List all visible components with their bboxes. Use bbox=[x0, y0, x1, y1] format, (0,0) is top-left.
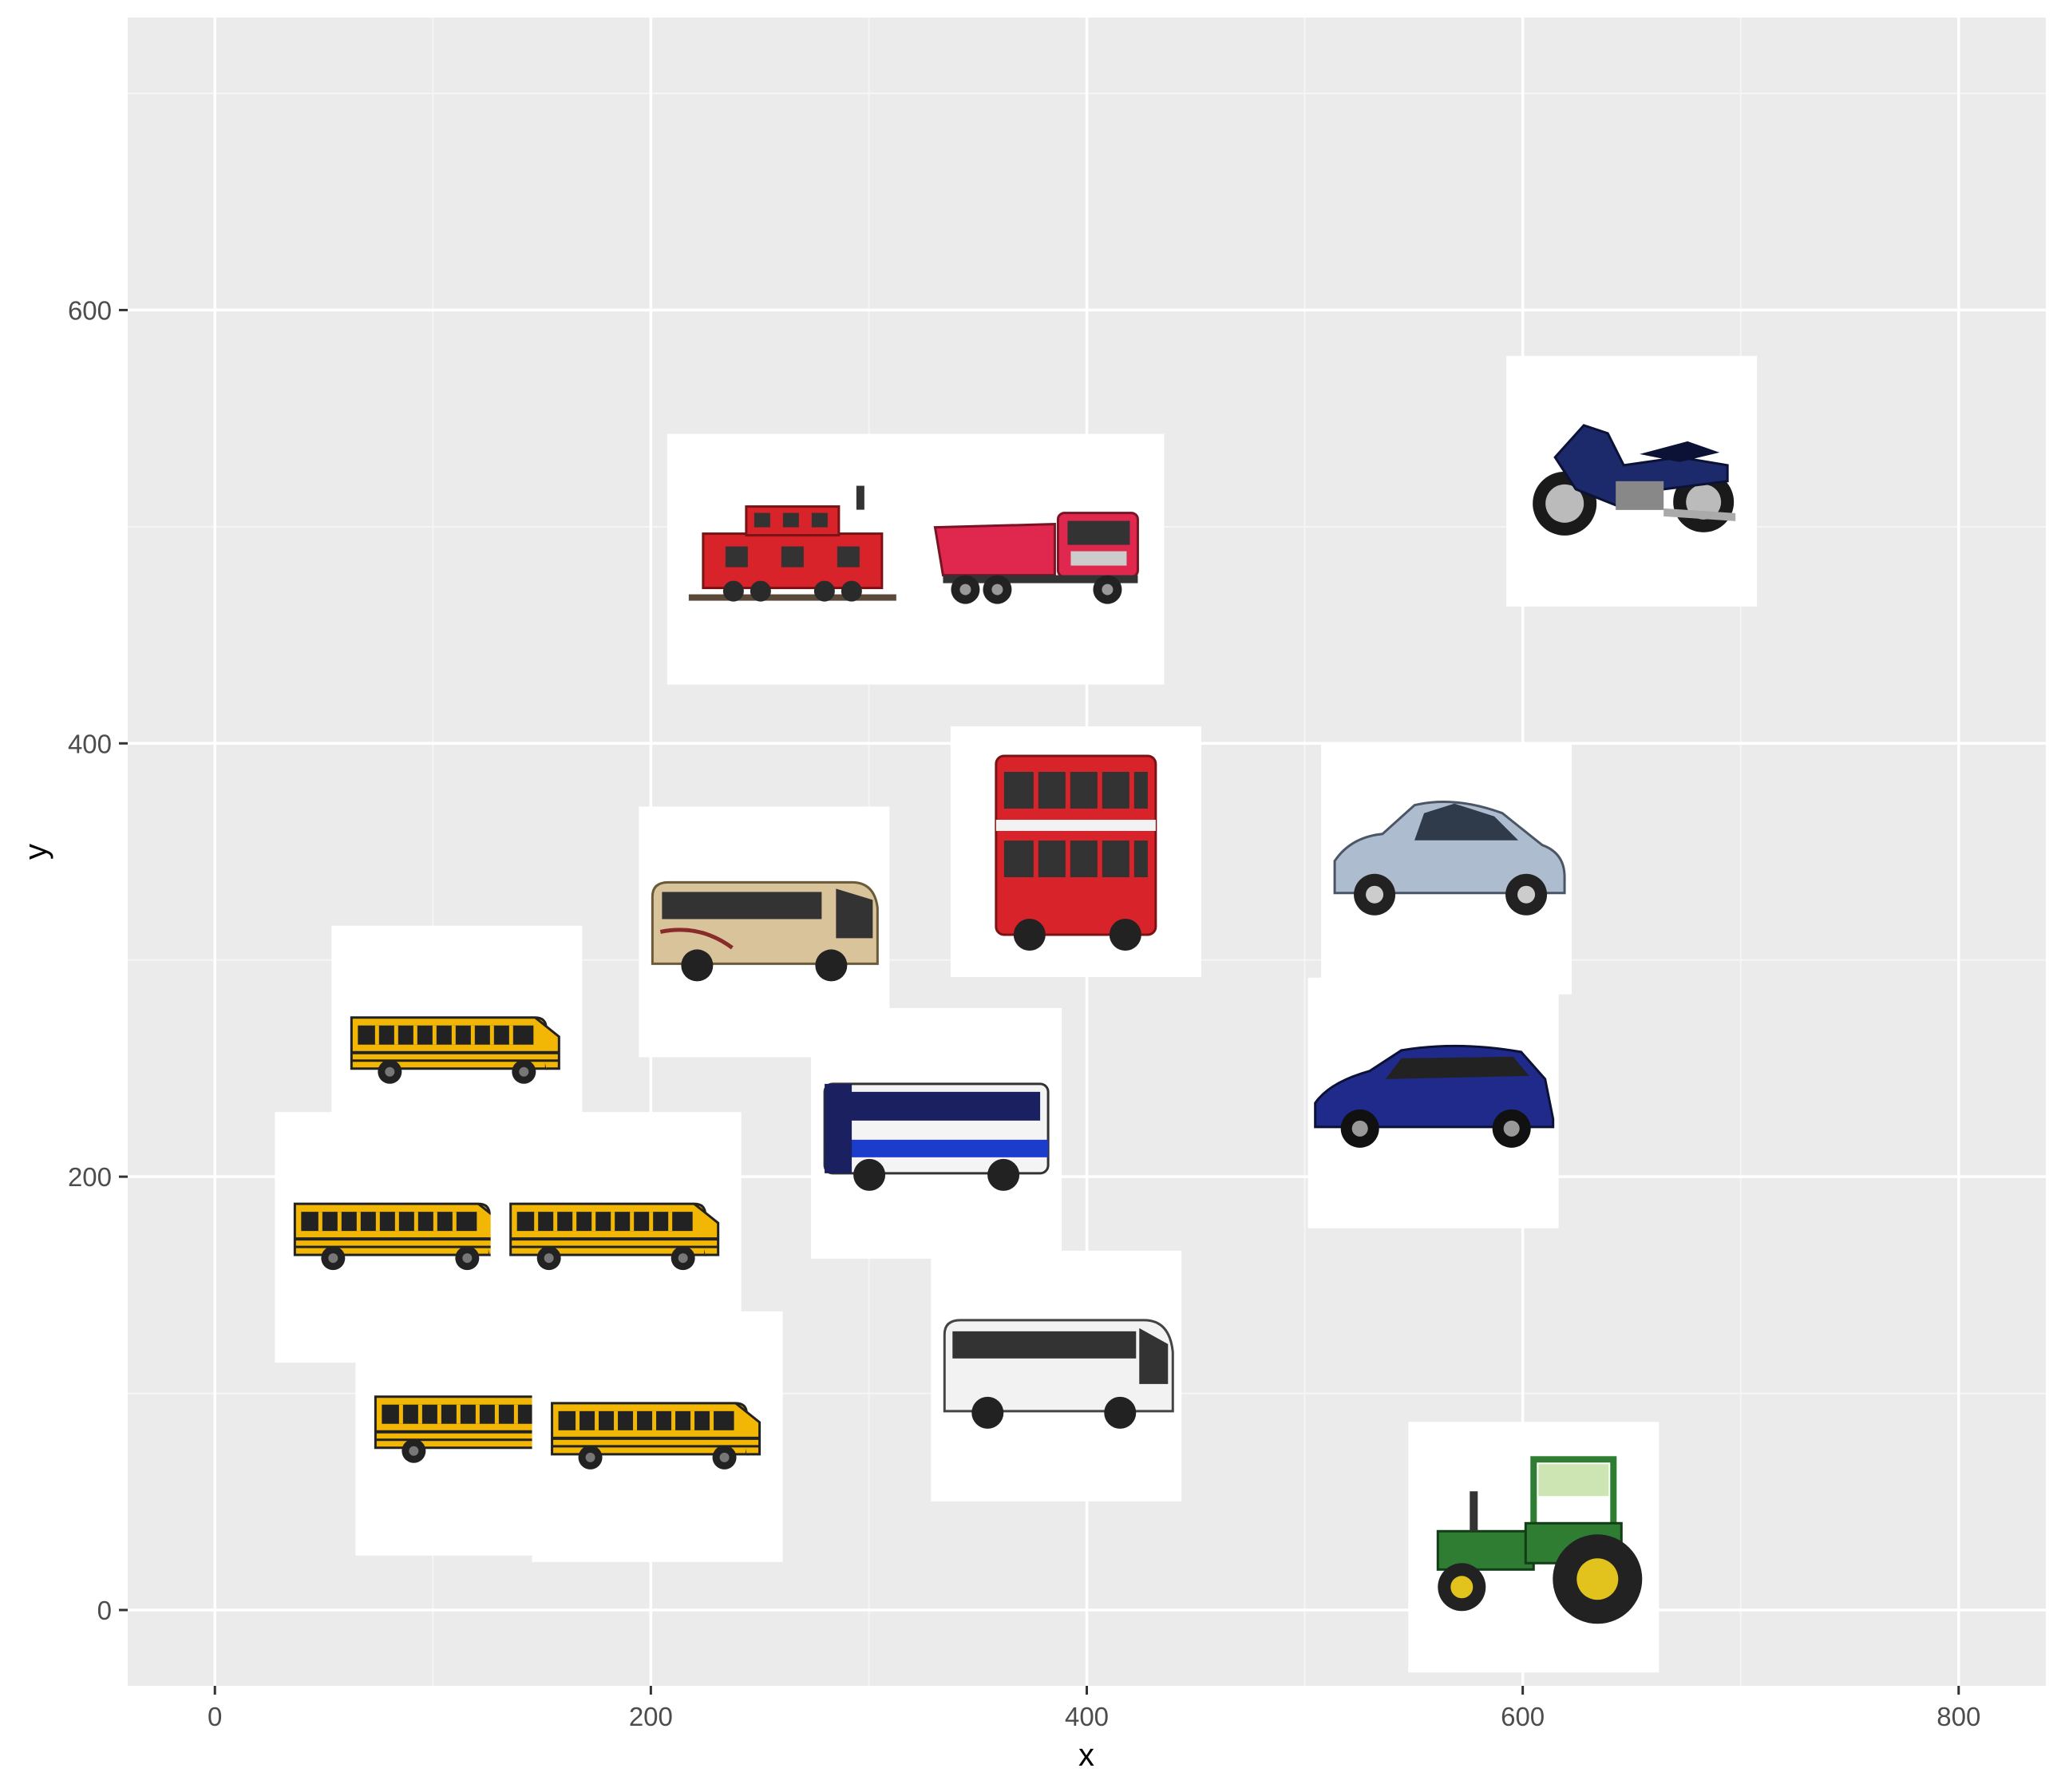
y-tick-label: 0 bbox=[97, 1596, 112, 1625]
x-tick-label: 200 bbox=[629, 1702, 673, 1731]
data-point bbox=[950, 726, 1201, 977]
x-tick-label: 600 bbox=[1501, 1702, 1545, 1731]
x-tick-label: 0 bbox=[208, 1702, 222, 1731]
data-point bbox=[532, 1311, 783, 1562]
x-axis-title: x bbox=[1078, 1738, 1094, 1773]
y-tick-label: 400 bbox=[68, 729, 112, 758]
double-decker-bus-icon bbox=[996, 756, 1156, 951]
y-tick-label: 600 bbox=[68, 295, 112, 325]
data-point bbox=[931, 1250, 1182, 1501]
data-point bbox=[1321, 743, 1572, 995]
data-point bbox=[1307, 977, 1559, 1228]
x-tick-label: 800 bbox=[1936, 1702, 1980, 1731]
data-point bbox=[913, 433, 1165, 685]
axes: 0 200 400 600 800 0 200 400 600 bbox=[68, 295, 1980, 1731]
x-tick-label: 400 bbox=[1065, 1702, 1109, 1731]
y-axis-title: y bbox=[18, 844, 53, 860]
data-point bbox=[1506, 355, 1758, 607]
data-point bbox=[1408, 1422, 1660, 1673]
data-points bbox=[275, 355, 1758, 1673]
data-point bbox=[667, 433, 918, 685]
y-tick-label: 200 bbox=[68, 1162, 112, 1192]
data-point bbox=[811, 1007, 1062, 1259]
